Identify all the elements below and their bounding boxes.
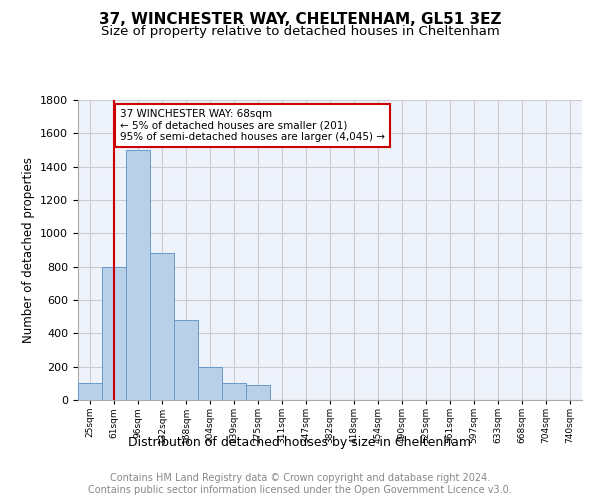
Y-axis label: Number of detached properties: Number of detached properties	[22, 157, 35, 343]
Bar	[150, 254, 174, 400]
Text: Contains HM Land Registry data © Crown copyright and database right 2024.
Contai: Contains HM Land Registry data © Crown c…	[88, 474, 512, 495]
Text: 37, WINCHESTER WAY, CHELTENHAM, GL51 3EZ: 37, WINCHESTER WAY, CHELTENHAM, GL51 3EZ	[99, 12, 501, 28]
Text: 37 WINCHESTER WAY: 68sqm
← 5% of detached houses are smaller (201)
95% of semi-d: 37 WINCHESTER WAY: 68sqm ← 5% of detache…	[120, 109, 385, 142]
Text: Distribution of detached houses by size in Cheltenham: Distribution of detached houses by size …	[128, 436, 472, 449]
Bar	[198, 366, 222, 400]
Bar	[102, 266, 126, 400]
Bar	[126, 150, 150, 400]
Bar	[222, 384, 246, 400]
Bar	[174, 320, 198, 400]
Bar	[246, 385, 270, 400]
Bar	[78, 384, 102, 400]
Text: Size of property relative to detached houses in Cheltenham: Size of property relative to detached ho…	[101, 25, 499, 38]
